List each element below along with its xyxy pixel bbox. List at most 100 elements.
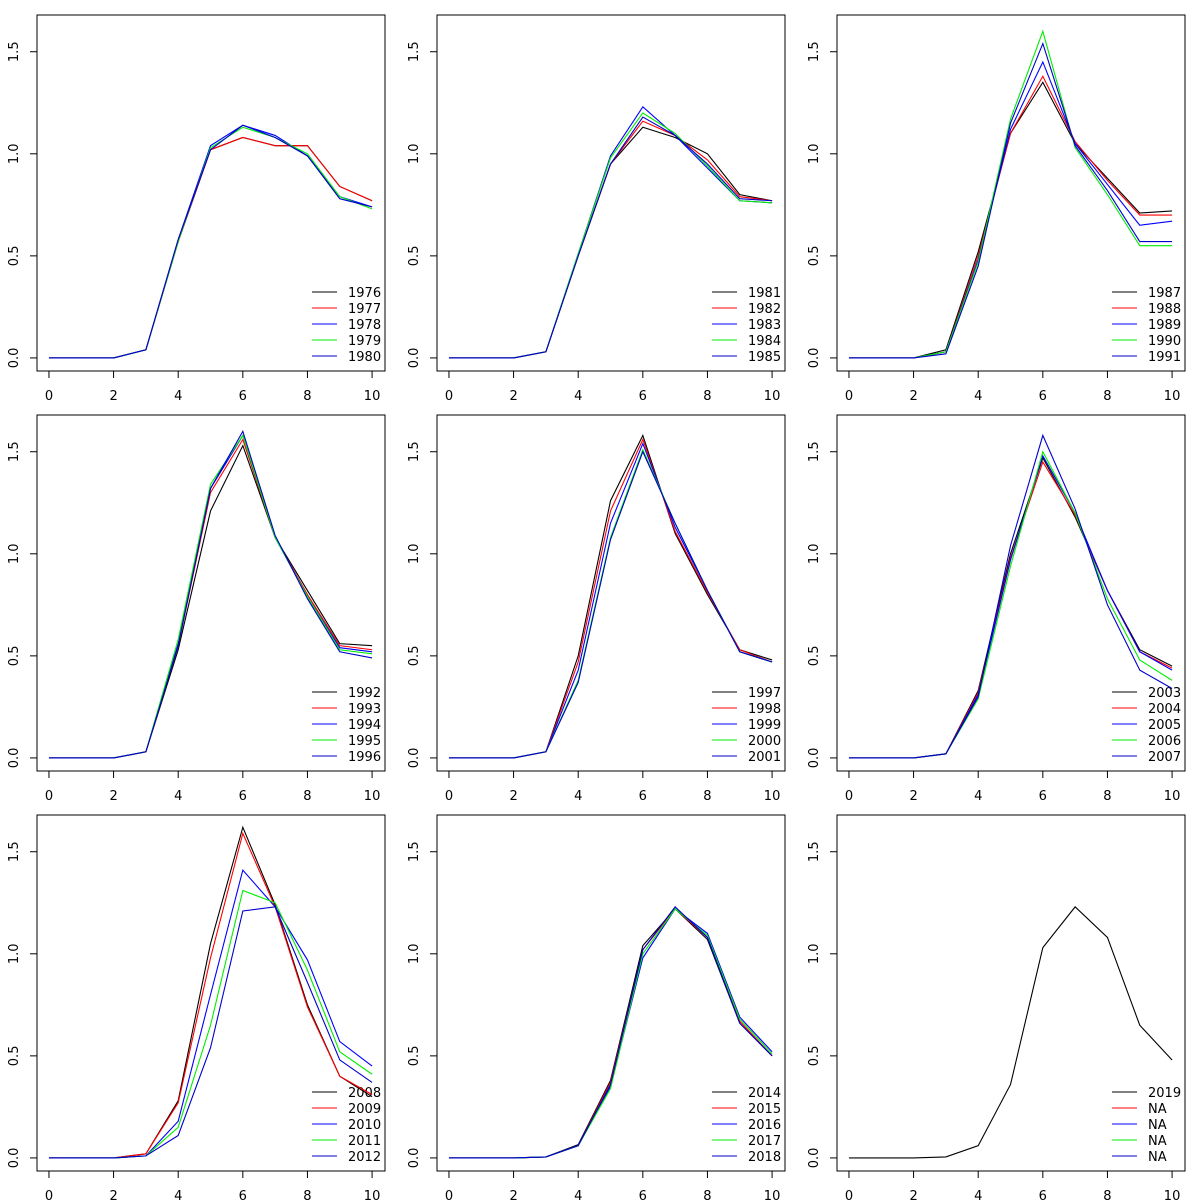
x-tick-label: 6	[1039, 389, 1047, 404]
y-tick-label: 1.5	[7, 41, 22, 62]
y-tick-label: 0.5	[407, 1046, 422, 1067]
y-tick-label: 0.0	[807, 1148, 822, 1169]
x-tick-label: 4	[174, 1189, 182, 1200]
x-tick-label: 6	[239, 389, 247, 404]
series-line	[48, 124, 373, 359]
x-tick-label: 4	[574, 789, 582, 804]
x-tick-label: 10	[764, 1189, 781, 1200]
y-tick-label: 1.5	[407, 841, 422, 862]
legend-label: 1988	[1148, 302, 1181, 317]
legend-label: 1980	[348, 350, 381, 365]
legend-label: 1987	[1148, 286, 1181, 301]
x-tick-label: 2	[909, 1189, 917, 1200]
legend-label: 1994	[348, 718, 381, 733]
x-tick-label: 6	[639, 789, 647, 804]
series-line	[848, 60, 1173, 359]
x-tick-label: 0	[45, 789, 53, 804]
legend-label: 2000	[748, 734, 781, 749]
x-tick-label: 10	[364, 1189, 381, 1200]
legend-label: NA	[1148, 1150, 1167, 1165]
legend-label: 2001	[748, 750, 781, 765]
x-tick-label: 4	[174, 389, 182, 404]
x-tick-label: 0	[845, 1189, 853, 1200]
series-line	[848, 29, 1173, 359]
legend-label: 2019	[1148, 1086, 1181, 1101]
legend-label: 1985	[748, 350, 781, 365]
series-line	[48, 136, 373, 359]
legend-label: 1983	[748, 318, 781, 333]
y-tick-label: 0.5	[7, 246, 22, 267]
x-tick-label: 8	[1103, 389, 1111, 404]
series-line	[448, 450, 773, 759]
series-line	[448, 442, 773, 759]
legend-label: 1982	[748, 302, 781, 317]
legend-label: 2018	[748, 1150, 781, 1165]
y-tick-label: 1.0	[407, 943, 422, 964]
x-tick-label: 2	[909, 389, 917, 404]
plot-frame	[836, 814, 1186, 1172]
legend-label: 1999	[748, 718, 781, 733]
x-tick-label: 6	[639, 1189, 647, 1200]
series-line	[448, 116, 773, 359]
plot-frame	[36, 14, 386, 372]
y-tick-label: 0.0	[807, 748, 822, 769]
plot-frame	[436, 814, 786, 1172]
x-tick-label: 8	[703, 789, 711, 804]
y-tick-label: 1.5	[807, 441, 822, 462]
x-tick-label: 2	[909, 789, 917, 804]
legend-label: 2009	[348, 1102, 381, 1117]
legend-label: NA	[1148, 1118, 1167, 1133]
legend-label: 2004	[1148, 702, 1181, 717]
x-tick-label: 2	[509, 1189, 517, 1200]
series-line	[48, 438, 373, 759]
series-line	[448, 448, 773, 759]
y-tick-label: 0.0	[7, 348, 22, 369]
x-tick-label: 4	[174, 789, 182, 804]
x-tick-label: 10	[364, 389, 381, 404]
x-tick-label: 8	[1103, 1189, 1111, 1200]
x-tick-label: 10	[1164, 789, 1181, 804]
legend-label: 1981	[748, 286, 781, 301]
series-line	[448, 908, 773, 1159]
series-line	[48, 124, 373, 359]
legend-label: 2007	[1148, 750, 1181, 765]
x-tick-label: 8	[303, 789, 311, 804]
y-tick-label: 1.0	[407, 543, 422, 564]
series-line	[48, 868, 373, 1159]
x-tick-label: 10	[1164, 1189, 1181, 1200]
legend-label: 2005	[1148, 718, 1181, 733]
x-tick-label: 0	[45, 1189, 53, 1200]
series-line	[848, 41, 1173, 359]
x-tick-label: 10	[764, 389, 781, 404]
series-line	[48, 434, 373, 759]
series-line	[48, 126, 373, 359]
legend-label: NA	[1148, 1102, 1167, 1117]
x-tick-label: 0	[845, 789, 853, 804]
legend-label: 2008	[348, 1086, 381, 1101]
legend-label: 2016	[748, 1118, 781, 1133]
y-tick-label: 0.5	[807, 246, 822, 267]
series-line	[48, 136, 373, 359]
x-tick-label: 6	[239, 1189, 247, 1200]
legend-label: 2015	[748, 1102, 781, 1117]
y-tick-label: 0.5	[807, 646, 822, 667]
y-tick-label: 0.5	[407, 246, 422, 267]
y-tick-label: 0.0	[807, 348, 822, 369]
y-tick-label: 0.0	[7, 748, 22, 769]
legend-label: 1984	[748, 334, 781, 349]
legend-label: 1990	[1148, 334, 1181, 349]
series-line	[448, 906, 773, 1159]
legend-label: 1993	[348, 702, 381, 717]
plot-frame	[436, 414, 786, 772]
x-tick-label: 8	[303, 389, 311, 404]
x-tick-label: 0	[445, 789, 453, 804]
series-line	[848, 81, 1173, 359]
series-line	[848, 460, 1173, 759]
y-tick-label: 1.5	[407, 41, 422, 62]
